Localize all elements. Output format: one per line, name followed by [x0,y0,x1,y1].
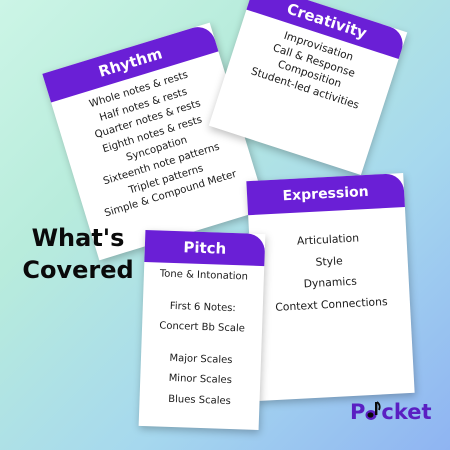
pitch-card-title: Pitch [144,229,266,267]
expression-card: Expression Articulation Style Dynamics C… [246,173,415,401]
list-item: Concert Bb Scale [159,320,246,335]
logo-text-end: cket [381,400,432,424]
page-title: What's Covered [8,222,148,286]
expression-card-list: Articulation Style Dynamics Context Conn… [249,225,410,319]
list-item: Tone & Intonation [159,268,249,283]
pitch-card-list: Tone & Intonation First 6 Notes: Concert… [139,264,264,413]
music-note-icon [365,400,381,424]
pitch-card: Pitch Tone & Intonation First 6 Notes: C… [138,229,266,431]
list-item: Blues Scales [168,393,232,407]
logo-text-start: P [350,400,366,424]
expression-card-title: Expression [246,173,405,216]
page-title-line-1: What's [31,224,125,252]
page-title-line-2: Covered [22,256,134,284]
